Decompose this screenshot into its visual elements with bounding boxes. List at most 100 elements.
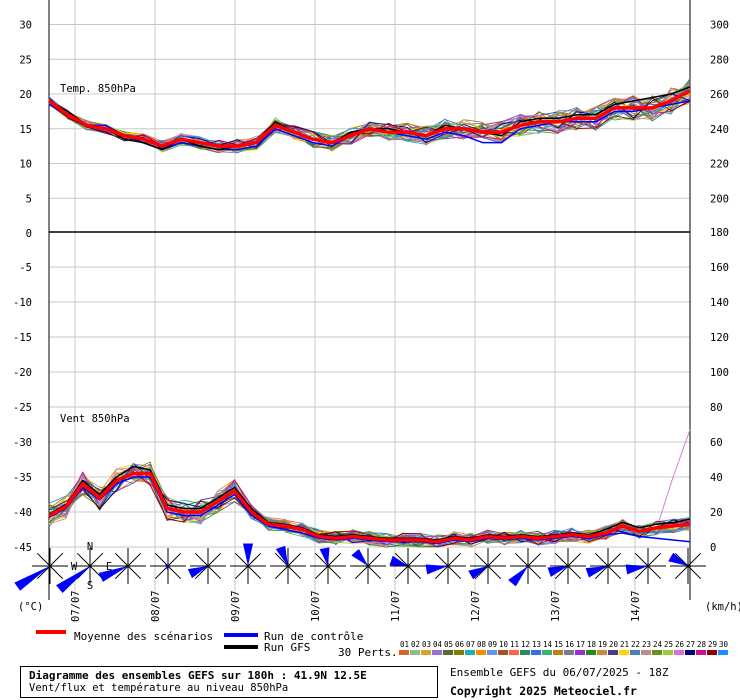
temp-left-tick: 10 — [19, 159, 32, 171]
pert-number: 02 — [410, 640, 421, 649]
pert-color-swatch — [619, 650, 629, 655]
wind-right-tick: 20 — [710, 507, 723, 519]
wind-rose-petal — [425, 564, 448, 575]
wind-left-tick: -20 — [13, 367, 32, 379]
compass-n: N — [87, 541, 93, 553]
run-label: Ensemble GEFS du 06/07/2025 - 18Z — [450, 666, 669, 679]
wind-rose-petal — [243, 543, 253, 566]
wind-rose-spoke — [447, 552, 462, 567]
wind-rose-spoke — [154, 565, 169, 580]
pert-color-swatch — [707, 650, 717, 655]
wind-rose-spoke — [167, 552, 182, 567]
wind-rose-spoke — [207, 565, 222, 580]
wind-rose-petal — [187, 566, 208, 579]
wind-rose-petal — [389, 555, 408, 566]
pert-number: 08 — [476, 640, 487, 649]
wind-rose-spoke — [407, 565, 422, 580]
wind-rose-spoke — [687, 552, 702, 567]
wind-right-tick: 180 — [710, 227, 729, 239]
wind-right-tick: 120 — [710, 332, 729, 344]
unit-right: (km/h) — [705, 601, 740, 613]
temp-pert-line — [48, 95, 691, 149]
wind-rose-spoke — [514, 552, 529, 567]
x-tick-label: 14/07 — [630, 590, 642, 622]
pert-number: 05 — [443, 640, 454, 649]
wind-rose-spoke — [76, 565, 91, 580]
pert-color-swatch — [421, 650, 431, 655]
info-box: Diagramme des ensembles GEFS sur 180h : … — [20, 666, 438, 698]
wind-left-tick: -45 — [13, 542, 32, 554]
pert-number: 10 — [498, 640, 509, 649]
wind-rose-spoke — [687, 565, 702, 580]
wind-rose-spoke — [114, 565, 129, 580]
pert-color-swatch — [476, 650, 486, 655]
pert-number: 16 — [564, 640, 575, 649]
pert-color-swatch — [542, 650, 552, 655]
pert-color-swatch — [630, 650, 640, 655]
x-tick-label: 07/07 — [70, 590, 82, 622]
pert-number: 15 — [553, 640, 564, 649]
x-tick-label: 08/07 — [150, 590, 162, 622]
pert-color-swatch — [410, 650, 420, 655]
wind-rose-petal — [508, 566, 528, 587]
wind-rose-spoke — [487, 552, 502, 567]
x-tick-label: 10/07 — [310, 590, 322, 622]
copyright: Copyright 2025 Meteociel.fr — [450, 684, 637, 698]
wind-rose-spoke — [247, 565, 262, 580]
wind-rose-spoke — [594, 565, 609, 580]
wind-rose-petal — [668, 552, 688, 566]
compass-s: S — [87, 580, 93, 592]
wind-rose-spoke — [394, 552, 409, 567]
pert-number: 22 — [630, 640, 641, 649]
x-tick-label: 12/07 — [470, 590, 482, 622]
pert-number: 18 — [586, 640, 597, 649]
wind-panel-label: Vent 850hPa — [60, 413, 130, 425]
temp-right-tick: 240 — [710, 124, 729, 136]
temp-left-tick: 30 — [19, 20, 32, 32]
pert-number: 11 — [509, 640, 520, 649]
wind-rose-spoke — [647, 552, 662, 567]
wind-rose-spoke — [554, 552, 569, 567]
pert-color-swatch — [454, 650, 464, 655]
temp-left-tick: 15 — [19, 124, 32, 136]
temp-right-tick: 220 — [710, 159, 729, 171]
pert-number: 26 — [674, 640, 685, 649]
wind-rose-spoke — [127, 552, 142, 567]
wind-rose-spoke — [607, 565, 622, 580]
wind-right-tick: 160 — [710, 262, 729, 274]
wind-rose-spoke — [434, 565, 449, 580]
wind-rose-spoke — [647, 565, 662, 580]
legend-control-label: Run de contrôle — [264, 630, 364, 643]
pert-color-swatch — [674, 650, 684, 655]
temp-left-tick: 5 — [26, 193, 32, 205]
wind-rose-spoke — [554, 565, 569, 580]
wind-rose-petal — [625, 564, 648, 575]
wind-rose-spoke — [314, 552, 329, 567]
wind-left-tick: -30 — [13, 437, 32, 449]
pert-color-swatch — [663, 650, 673, 655]
wind-rose-petal — [547, 566, 568, 577]
legend-gfs-swatch — [224, 645, 258, 649]
wind-rose-spoke — [274, 565, 289, 580]
wind-rose-petal — [14, 566, 50, 591]
wind-rose-spoke — [49, 565, 64, 580]
temp-right-tick: 280 — [710, 54, 729, 66]
pert-color-swatch — [509, 650, 519, 655]
wind-rose-spoke — [594, 552, 609, 567]
pert-number: 30 — [718, 640, 729, 649]
wind-rose-spoke — [407, 552, 422, 567]
wind-rose-spoke — [674, 565, 689, 580]
pert-color-swatch — [399, 650, 409, 655]
pert-number: 03 — [421, 640, 432, 649]
pert-number: 24 — [652, 640, 663, 649]
wind-rose-petal — [275, 545, 288, 566]
wind-rose-spoke — [447, 565, 462, 580]
wind-left-tick: -15 — [13, 332, 32, 344]
temp-left-tick: 25 — [19, 54, 32, 66]
pert-color-swatch — [520, 650, 530, 655]
wind-rose-spoke — [234, 565, 249, 580]
info-title: Diagramme des ensembles GEFS sur 180h : … — [29, 669, 367, 682]
wind-rose-spoke — [394, 565, 409, 580]
pert-number: 04 — [432, 640, 443, 649]
temp-panel-label: Temp. 850hPa — [60, 83, 136, 95]
